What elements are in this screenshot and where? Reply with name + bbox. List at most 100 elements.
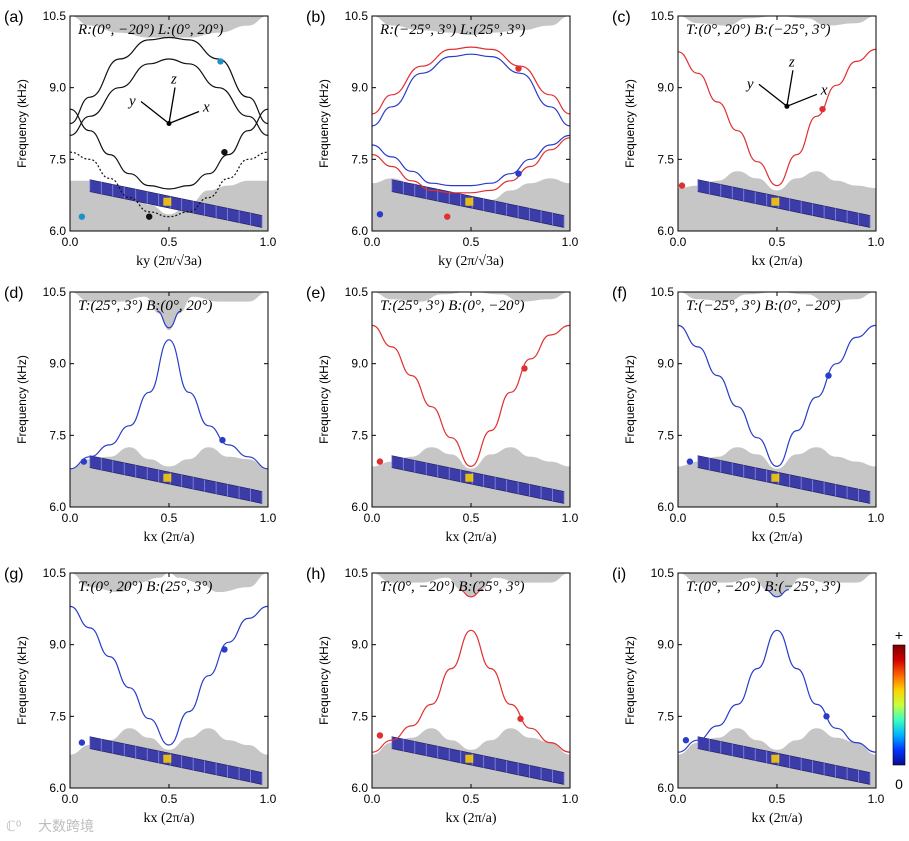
bulk-band-upper <box>70 573 268 593</box>
band-line-blue-top <box>156 310 182 329</box>
y-tick-label: 7.5 <box>49 152 66 166</box>
field-hotspot <box>771 473 780 482</box>
y-tick-label: 7.5 <box>657 709 674 723</box>
mode-marker <box>823 713 830 720</box>
mode-marker <box>217 58 224 65</box>
z-axis-arrow <box>786 70 794 107</box>
y-tick-label: 7.5 <box>351 428 368 442</box>
mode-marker <box>515 170 522 177</box>
x-tick-label: 0.0 <box>62 511 79 525</box>
y-tick-label: 6.0 <box>657 224 674 238</box>
x-tick-label: 0.0 <box>364 235 381 249</box>
panel-annotation: T:(0°, 20°) B:(−25°, 3°) <box>686 22 831 38</box>
axes-origin <box>166 121 172 126</box>
y-tick-label: 10.5 <box>651 285 675 299</box>
band-line-band2 <box>70 58 268 136</box>
x-tick-label: 0.0 <box>670 511 687 525</box>
chart-panel: T:(−25°, 3°) B:(0°, −20°) 6.0 7.5 9.0 10.5 0.… <box>612 285 885 545</box>
band-line-blue <box>678 629 876 753</box>
bulk-band-upper <box>678 16 876 26</box>
z-axis-label: z <box>788 54 795 70</box>
panel-letter: (c) <box>612 9 631 26</box>
plot-area <box>678 573 876 788</box>
x-tick-label: 1.0 <box>868 511 885 525</box>
panel-annotation: R:(0°, −20°) L:(0°, 20°) <box>77 22 223 38</box>
band-line-red-lower <box>372 137 570 194</box>
bulk-band-upper <box>70 16 268 38</box>
x-tick-label: 0.5 <box>463 511 480 525</box>
supercell-structure <box>391 455 565 504</box>
panel-letter: (g) <box>4 566 24 583</box>
y-tick-label: 9.0 <box>351 357 368 371</box>
bulk-band-upper <box>678 573 876 597</box>
plot-area <box>70 573 268 788</box>
y-axis-arrow <box>140 100 170 125</box>
mode-marker <box>678 182 686 189</box>
x-axis-title: kx (2π/a) <box>752 530 803 545</box>
supercell-structure <box>391 179 565 228</box>
y-tick-label: 9.0 <box>657 81 674 95</box>
x-axis-title: kx (2π/a) <box>752 254 803 269</box>
chart-panel: T:(0°, −20°) B:(−25°, 3°) 6.0 7.5 9.0 10.5 0.… <box>612 566 885 826</box>
x-tick-label: 0.0 <box>670 235 687 249</box>
x-axis-label: x <box>202 100 210 116</box>
axes-origin <box>784 103 790 109</box>
z-axis-label: z <box>170 72 177 88</box>
field-hotspot <box>465 473 474 482</box>
mode-marker <box>686 458 694 465</box>
x-axis-title: ky (2π/√3a) <box>136 254 202 269</box>
plot-area <box>70 292 268 507</box>
x-tick-label: 0.5 <box>161 511 178 525</box>
y-axis-title: Frequency (kHz) <box>623 355 637 444</box>
y-tick-label: 9.0 <box>351 638 368 652</box>
colorbar-bottom-label: 0 <box>895 776 903 792</box>
y-axis-title: Frequency (kHz) <box>317 636 331 725</box>
x-tick-label: 1.0 <box>260 235 277 249</box>
panel-letter: (b) <box>306 9 326 26</box>
mode-marker <box>146 213 153 220</box>
x-tick-label: 1.0 <box>562 511 579 525</box>
x-tick-label: 1.0 <box>562 792 579 806</box>
mode-marker <box>521 365 528 372</box>
panel-annotation: T:(−25°, 3°) B:(0°, −20°) <box>686 298 841 314</box>
y-tick-label: 6.0 <box>351 500 368 514</box>
y-axis-title: Frequency (kHz) <box>623 636 637 725</box>
chart-panel: T:(0°, 20°) B:(25°, 3°) 6.0 7.5 9.0 10.5 0.0 0… <box>4 566 277 826</box>
supercell-structure <box>89 179 263 228</box>
band-line-red-upper <box>372 46 570 115</box>
band-line-red <box>372 324 570 468</box>
field-hotspot <box>163 473 172 482</box>
y-axis-title: Frequency (kHz) <box>623 79 637 168</box>
y-tick-label: 10.5 <box>43 285 67 299</box>
x-tick-label: 0.5 <box>769 511 786 525</box>
chart-panel: x y z T:(0°, 20°) B:(−25°, 3°) 6.0 7.5 9.0 10.5… <box>612 9 885 269</box>
colorbar-top-label: + <box>895 627 903 643</box>
supercell-structure <box>697 179 871 228</box>
y-tick-label: 10.5 <box>345 566 369 580</box>
colorbar: + 0 <box>892 627 906 792</box>
x-tick-label: 0.5 <box>463 235 480 249</box>
chart-panel: T:(25°, 3°) B:(0°, 20°) 6.0 7.5 9.0 10.5 0.0 0… <box>4 285 277 545</box>
x-axis-title: kx (2π/a) <box>144 530 195 545</box>
y-tick-label: 9.0 <box>49 81 66 95</box>
band-line-red-top <box>459 589 483 598</box>
panel-letter: (d) <box>4 285 24 302</box>
y-tick-label: 9.0 <box>49 638 66 652</box>
y-axis-title: Frequency (kHz) <box>15 355 29 444</box>
panel-annotation: R:(−25°, 3°) L:(25°, 3°) <box>379 22 525 38</box>
band-line-band3 <box>70 108 268 190</box>
plot-area: x y z <box>70 16 268 231</box>
x-tick-label: 0.5 <box>161 792 178 806</box>
supercell-structure <box>89 736 263 785</box>
field-hotspot <box>163 197 172 206</box>
y-tick-label: 7.5 <box>351 709 368 723</box>
band-line-blue-top <box>765 589 789 598</box>
panel-letter: (f) <box>612 285 627 302</box>
y-axis-title: Frequency (kHz) <box>15 636 29 725</box>
y-tick-label: 10.5 <box>345 9 369 23</box>
y-tick-label: 10.5 <box>345 285 369 299</box>
z-axis-arrow <box>168 87 176 124</box>
x-tick-label: 0.5 <box>463 792 480 806</box>
y-tick-label: 7.5 <box>49 709 66 723</box>
mode-marker <box>221 646 228 653</box>
